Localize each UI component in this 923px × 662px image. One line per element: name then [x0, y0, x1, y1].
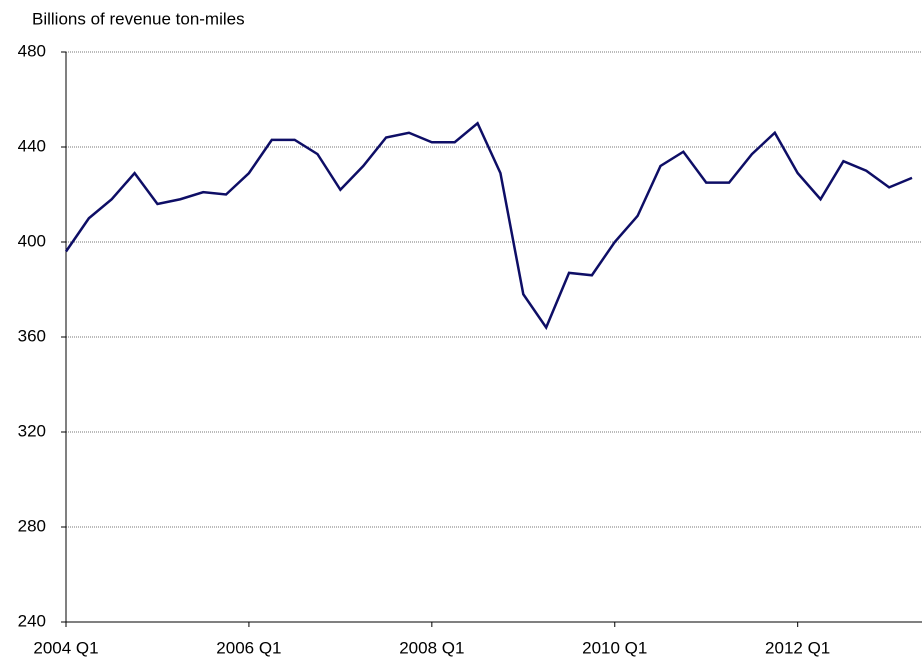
y-tick-label: 480	[18, 41, 46, 60]
y-tick-label: 280	[18, 516, 46, 535]
y-tick-label: 320	[18, 421, 46, 440]
x-tick-label: 2012 Q1	[765, 638, 830, 657]
y-tick-label: 400	[18, 231, 46, 250]
y-tick-label: 360	[18, 326, 46, 345]
x-tick-label: 2008 Q1	[399, 638, 464, 657]
x-tick-label: 2010 Q1	[582, 638, 647, 657]
line	[64, 121, 913, 331]
x-tick-label: 2004 Q1	[33, 638, 98, 657]
y-tick-label: 240	[18, 611, 46, 630]
y-tick-label: 440	[18, 136, 46, 155]
x-tick-label: 2006 Q1	[216, 638, 281, 657]
y-axis-label: Billions of revenue ton-miles	[32, 9, 245, 28]
